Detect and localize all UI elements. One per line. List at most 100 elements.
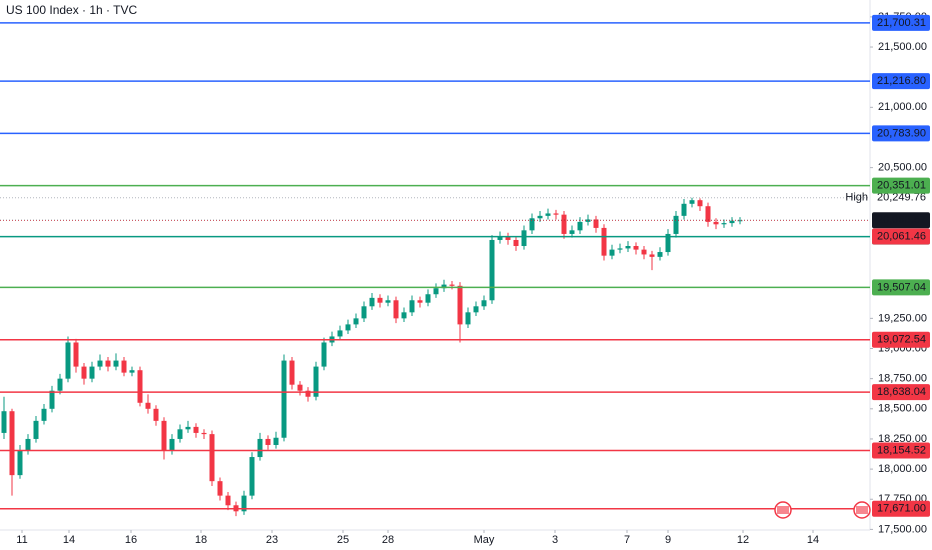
candle-body	[145, 402, 151, 409]
y-tick-label: 17,500.00	[878, 523, 927, 535]
y-tick-label: 18,250.00	[878, 433, 927, 445]
candle-body	[521, 230, 527, 247]
candle-body	[193, 426, 199, 433]
candle-body	[425, 294, 431, 303]
level-tag: 20,351.01	[877, 179, 926, 191]
level-tag-bg	[872, 331, 930, 348]
candle-body	[265, 438, 271, 445]
candle-body	[721, 223, 727, 225]
y-tick-label: 20,500.00	[878, 162, 927, 174]
candle-body	[49, 390, 55, 409]
candle-body	[593, 219, 599, 228]
level-tag: 19,072.54	[877, 334, 926, 346]
y-tick-label: 18,500.00	[878, 403, 927, 415]
candle-body	[577, 221, 583, 231]
candle-body	[25, 438, 31, 452]
event-flag-fill	[777, 506, 789, 514]
x-tick-label: 9	[665, 534, 671, 546]
x-tick-label: 11	[16, 534, 27, 546]
x-tick-label: 14	[63, 534, 75, 546]
candle-body	[57, 378, 63, 391]
level-tag-bg	[872, 125, 930, 142]
level-tag: 21,216.80	[877, 75, 926, 87]
candle-body	[241, 495, 247, 512]
level-tag: 17,671.00	[877, 503, 926, 515]
marks	[0, 22, 870, 517]
candle-body	[465, 312, 471, 325]
candle-body	[9, 411, 15, 476]
candle-body	[153, 408, 159, 421]
candle-body	[81, 366, 87, 379]
chart-title: US 100 Index · 1h · TVC	[6, 3, 138, 17]
level-tag-bg	[872, 384, 930, 401]
candle-body	[201, 432, 207, 435]
x-tick-label: 18	[195, 534, 207, 546]
candle-body	[65, 342, 71, 379]
candle-body	[713, 221, 719, 225]
level-tag: 18,638.04	[877, 386, 926, 398]
candle-body	[681, 203, 687, 216]
y-tick-label: 18,750.00	[878, 373, 927, 385]
candle-body	[185, 426, 191, 430]
y-tick-label: 21,500.00	[878, 41, 927, 53]
candle-body	[505, 236, 511, 240]
candle-body	[225, 495, 231, 506]
candle-body	[137, 370, 143, 403]
candle-body	[497, 236, 503, 240]
candle-body	[17, 451, 23, 476]
candle-body	[289, 360, 295, 385]
price-tag: 20,061.46	[877, 230, 926, 242]
candle-body	[217, 481, 223, 496]
candle-body	[729, 220, 735, 224]
x-tick-label: 7	[624, 534, 630, 546]
title-backdrop	[0, 2, 128, 20]
candle-body	[321, 342, 327, 367]
level-tag: 21,700.31	[877, 17, 926, 29]
candle-body	[89, 366, 95, 379]
candle-body	[417, 300, 423, 303]
candle-body	[529, 218, 535, 231]
x-tick-label: 12	[737, 534, 749, 546]
candle-body	[177, 429, 183, 439]
candle-body	[361, 306, 367, 319]
high-name: High	[845, 192, 868, 204]
candle-body	[281, 360, 287, 438]
candle-body	[601, 227, 607, 256]
event-flag-fill	[856, 506, 868, 514]
candle-body	[1, 411, 7, 433]
high-value: 20,249.76	[877, 192, 926, 204]
candle-body	[737, 220, 743, 222]
candle-body	[657, 252, 663, 257]
level-tag-bg	[872, 500, 930, 517]
candle-body	[689, 200, 695, 204]
candle-body	[673, 215, 679, 234]
candle-body	[649, 254, 655, 257]
candle-body	[633, 246, 639, 250]
candle-body	[105, 360, 111, 367]
level-tag-bg	[872, 177, 930, 194]
candle-body	[209, 434, 215, 482]
candle-body	[161, 420, 167, 452]
candle-body	[297, 384, 303, 391]
y-tick-label: 19,250.00	[878, 312, 927, 324]
candle-body	[625, 246, 631, 249]
candle-body	[489, 239, 495, 301]
candle-body	[345, 324, 351, 331]
candle-body	[41, 408, 47, 421]
candle-body	[121, 360, 127, 373]
candle-body	[641, 249, 647, 255]
candle-body	[473, 306, 479, 313]
x-tick-label: 25	[337, 534, 349, 546]
candle-body	[73, 342, 79, 367]
candle-body	[561, 214, 567, 234]
candle-body	[457, 285, 463, 325]
y-tick-label: 21,000.00	[878, 101, 927, 113]
candle-body	[385, 300, 391, 303]
candle-body	[369, 297, 375, 307]
candle-body	[665, 233, 671, 253]
x-tick-label: 3	[552, 534, 558, 546]
candle-body	[33, 420, 39, 439]
event-icons	[774, 501, 871, 519]
candle-body	[169, 438, 175, 452]
